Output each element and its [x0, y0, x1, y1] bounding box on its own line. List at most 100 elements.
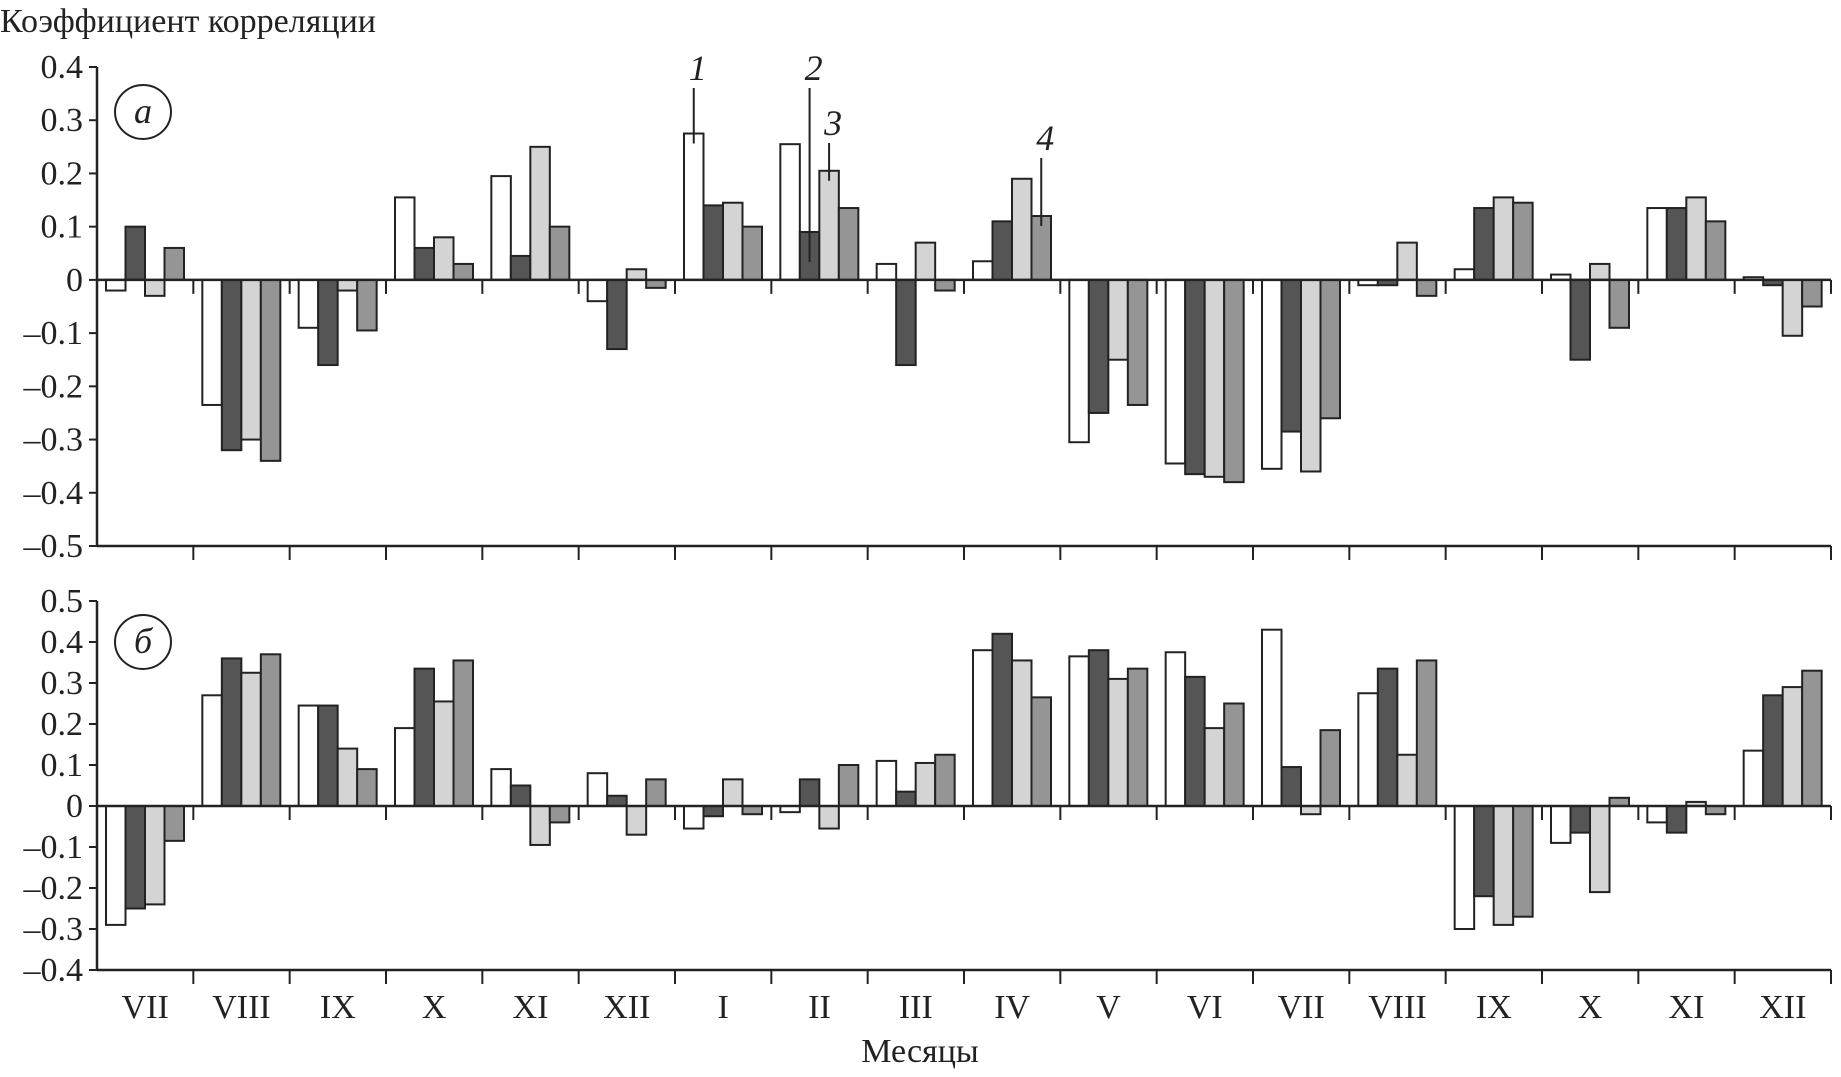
bar-III-series-4 — [934, 753, 956, 807]
bar-XI-series-2 — [509, 784, 532, 807]
bar-VIII-series-2 — [220, 278, 243, 452]
x-category-label: XI — [1669, 989, 1705, 1026]
bar-VII-series-4 — [1319, 729, 1341, 808]
bar-XI-series-4 — [548, 805, 571, 824]
bar-IX-series-2 — [1473, 207, 1495, 281]
bar-XI-series-2 — [509, 254, 532, 281]
annotation-label-1: 1 — [689, 48, 707, 88]
bar-XII-series-1 — [586, 772, 609, 808]
bar-IV-series-4 — [1030, 696, 1052, 807]
bar-XI-series-3 — [1685, 196, 1707, 281]
bar-VII-series-2 — [124, 225, 146, 281]
bar-XI-series-1 — [1646, 805, 1668, 824]
x-category-label: I — [718, 989, 729, 1026]
bar-IX-series-4 — [1512, 805, 1534, 918]
x-category-label: IX — [1476, 989, 1512, 1026]
bar-VIII-series-1 — [1357, 692, 1379, 807]
bar-I-series-1 — [683, 805, 705, 830]
bar-III-series-1 — [875, 759, 898, 808]
bar-V-series-2 — [1087, 278, 1110, 414]
bar-VIII-series-4 — [1415, 659, 1438, 808]
bar-IV-series-3 — [1011, 177, 1033, 281]
bar-III-series-3 — [914, 241, 937, 281]
bar-VIII-series-2 — [1376, 667, 1399, 808]
bar-X-series-1 — [394, 727, 416, 807]
bar-X-series-2 — [1569, 805, 1591, 834]
bar-VIII-series-3 — [240, 278, 262, 441]
bar-VII-series-1 — [105, 278, 127, 292]
bar-VII-series-1 — [1261, 278, 1283, 470]
bar-XII-series-2 — [606, 278, 628, 351]
bar-VII-series-4 — [163, 805, 185, 842]
bar-X-series-4 — [452, 262, 474, 281]
bar-VIII-series-3 — [1396, 241, 1418, 281]
bar-IV-series-1 — [972, 260, 994, 281]
bar-I-series-3 — [722, 201, 744, 281]
bar-IX-series-4 — [356, 768, 378, 807]
panel-label: б — [134, 621, 154, 661]
bar-VI-series-1 — [1164, 278, 1187, 465]
panel-label: а — [134, 91, 152, 131]
bar-VIII-series-1 — [201, 694, 223, 807]
bar-II-series-4 — [837, 764, 860, 807]
bar-III-series-3 — [914, 761, 937, 808]
bar-IX-series-3 — [1492, 196, 1515, 281]
bar-X-series-4 — [1608, 278, 1630, 329]
bar-X-series-3 — [433, 236, 455, 281]
bar-I-series-2 — [702, 805, 724, 818]
bar-III-series-2 — [895, 790, 917, 808]
bar-VII-series-4 — [1319, 278, 1341, 420]
x-category-label: XII — [1759, 989, 1806, 1026]
y-tick-label: –0.3 — [23, 422, 84, 459]
y-tick-label: –0.5 — [23, 528, 84, 565]
x-category-label: VI — [1187, 989, 1223, 1026]
bar-V-series-2 — [1087, 649, 1110, 808]
bar-VI-series-4 — [1223, 278, 1245, 484]
bar-VI-series-3 — [1203, 278, 1226, 478]
bar-II-series-1 — [779, 143, 801, 281]
bar-VII-series-3 — [144, 805, 166, 906]
bar-XII-series-1 — [586, 278, 609, 303]
bar-XI-series-1 — [490, 768, 512, 807]
x-category-label: III — [899, 989, 933, 1026]
bar-XI-series-1 — [1646, 207, 1668, 281]
bar-VI-series-4 — [1223, 702, 1245, 807]
y-tick-label: 0 — [66, 262, 83, 299]
y-tick-label: 0.2 — [41, 706, 84, 743]
bar-IV-series-3 — [1011, 659, 1033, 808]
bar-XI-series-4 — [1704, 220, 1727, 281]
bar-V-series-1 — [1068, 278, 1090, 444]
bar-X-series-1 — [1550, 805, 1572, 844]
bar-XII-series-1 — [1742, 749, 1765, 808]
bar-I-series-2 — [702, 204, 724, 281]
bar-VII-series-2 — [1280, 766, 1302, 807]
bar-I-series-4 — [741, 225, 763, 281]
bar-IV-series-2 — [991, 220, 1013, 281]
y-tick-label: –0.4 — [23, 475, 84, 512]
bar-IX-series-2 — [1473, 805, 1495, 898]
x-category-label: II — [808, 989, 831, 1026]
bar-II-series-3 — [818, 805, 840, 830]
bar-XII-series-4 — [1801, 669, 1823, 808]
y-tick-label: 0 — [66, 788, 83, 825]
bar-V-series-1 — [1068, 655, 1090, 807]
bar-VI-series-2 — [1184, 278, 1206, 476]
bar-VII-series-3 — [1300, 278, 1322, 473]
bar-IX-series-2 — [317, 704, 339, 807]
bar-VIII-series-4 — [259, 653, 282, 807]
x-axis-categories: VII VIII IX X XI XII I II III IV V VI VII VIII IX X XI XI… — [122, 989, 1807, 1026]
y-tick-label: –0.2 — [23, 870, 84, 907]
y-tick-label: 0.1 — [41, 747, 84, 784]
bar-IX-series-1 — [1453, 268, 1476, 281]
bar-VII-series-1 — [105, 805, 127, 926]
bar-II-series-2 — [798, 778, 821, 807]
x-category-label: VIII — [1368, 989, 1427, 1026]
bar-VIII-series-4 — [1415, 278, 1438, 297]
bar-XII-series-4 — [1801, 278, 1823, 308]
y-tick-label: 0.3 — [41, 102, 84, 139]
bar-III-series-4 — [934, 278, 956, 292]
y-tick-label: –0.4 — [23, 952, 84, 989]
bar-XI-series-1 — [490, 175, 512, 281]
bar-IX-series-3 — [336, 278, 359, 292]
y-tick-label: 0.3 — [41, 665, 84, 702]
